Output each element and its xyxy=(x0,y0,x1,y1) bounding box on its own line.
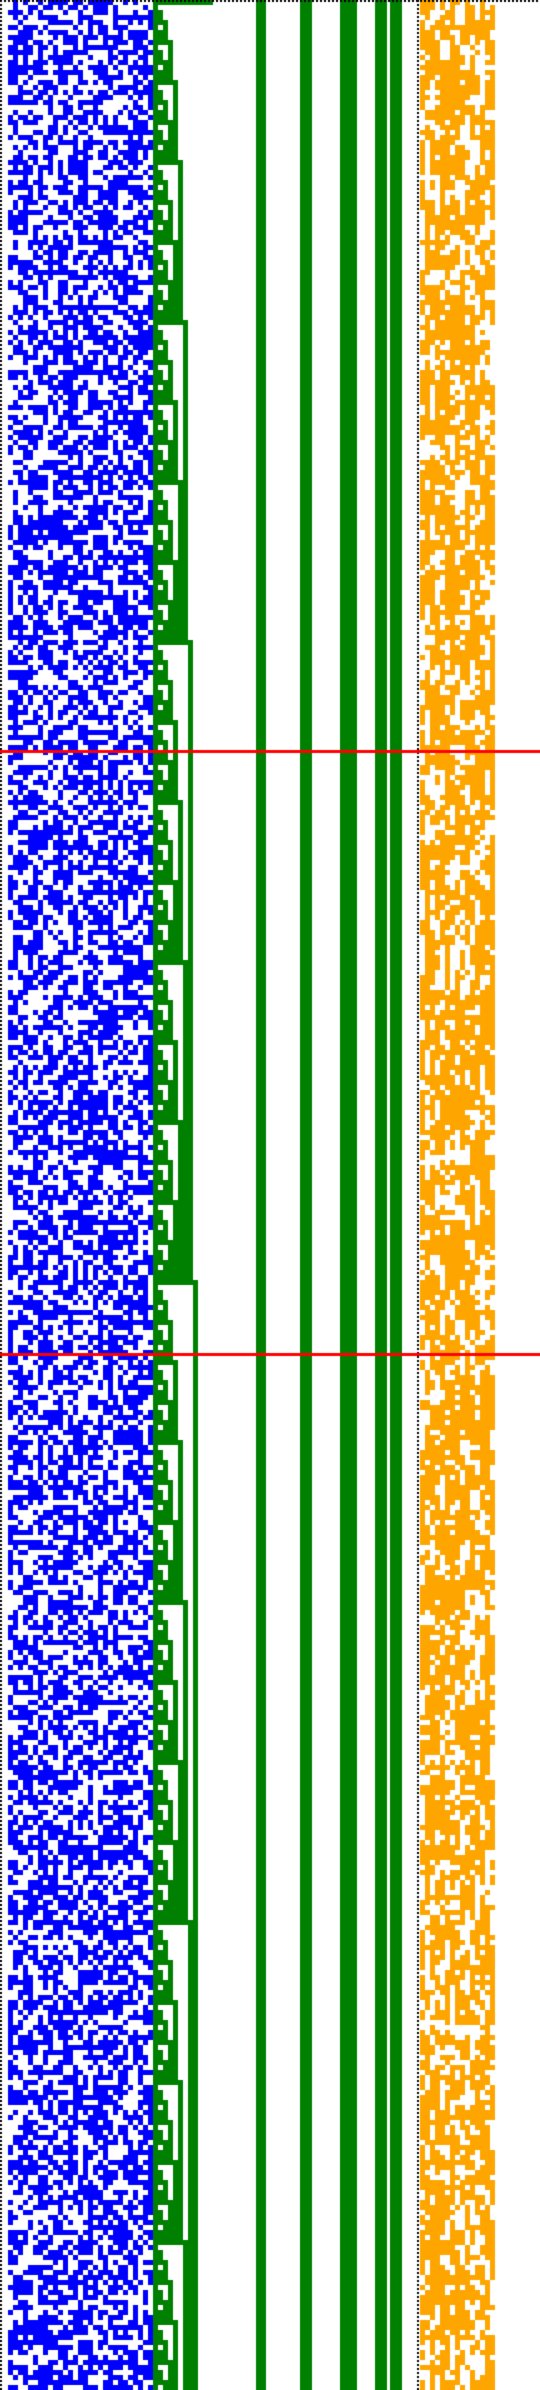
bit-grid-canvas xyxy=(0,0,540,2390)
bit-pattern-visualization xyxy=(0,0,540,2390)
